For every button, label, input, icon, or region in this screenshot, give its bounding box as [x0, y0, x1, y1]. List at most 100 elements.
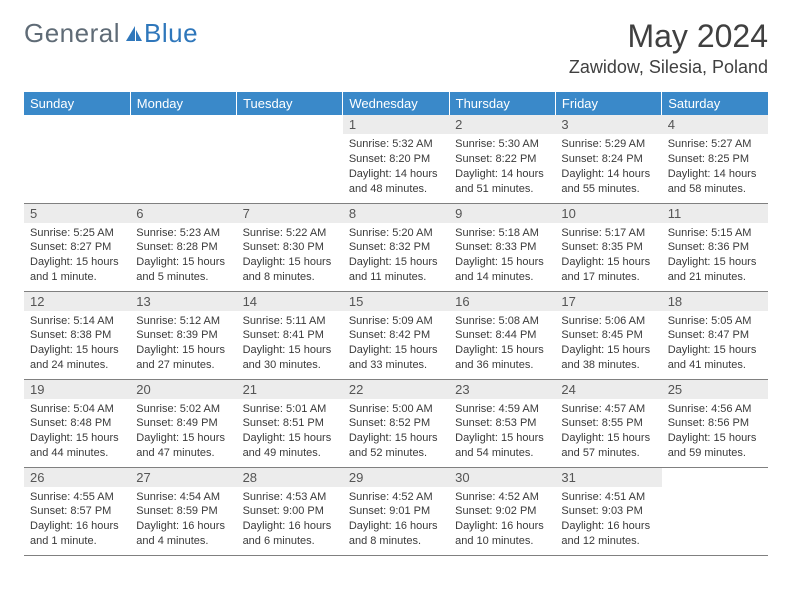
sunset: Sunset: 8:45 PM	[561, 328, 655, 343]
weekday-header: Wednesday	[343, 92, 449, 115]
daylight: Daylight: 14 hours and 48 minutes.	[349, 167, 443, 197]
day-details: Sunrise: 4:54 AMSunset: 8:59 PMDaylight:…	[130, 487, 236, 549]
calendar-cell: 19Sunrise: 5:04 AMSunset: 8:48 PMDayligh…	[24, 379, 130, 467]
day-details: Sunrise: 4:51 AMSunset: 9:03 PMDaylight:…	[555, 487, 661, 549]
daylight: Daylight: 15 hours and 14 minutes.	[455, 255, 549, 285]
sunset: Sunset: 8:52 PM	[349, 416, 443, 431]
day-number: 17	[555, 292, 661, 311]
calendar-cell: 31Sunrise: 4:51 AMSunset: 9:03 PMDayligh…	[555, 467, 661, 555]
day-number	[237, 115, 343, 134]
page-title: May 2024	[569, 18, 768, 55]
day-details: Sunrise: 5:30 AMSunset: 8:22 PMDaylight:…	[449, 134, 555, 196]
logo-text-b: Blue	[144, 18, 198, 49]
day-details: Sunrise: 5:05 AMSunset: 8:47 PMDaylight:…	[662, 311, 768, 373]
sunset: Sunset: 8:41 PM	[243, 328, 337, 343]
day-details: Sunrise: 5:17 AMSunset: 8:35 PMDaylight:…	[555, 223, 661, 285]
day-number: 8	[343, 204, 449, 223]
day-number: 26	[24, 468, 130, 487]
day-number: 12	[24, 292, 130, 311]
calendar-cell: 25Sunrise: 4:56 AMSunset: 8:56 PMDayligh…	[662, 379, 768, 467]
day-number: 10	[555, 204, 661, 223]
calendar-cell: 3Sunrise: 5:29 AMSunset: 8:24 PMDaylight…	[555, 115, 661, 203]
sunset: Sunset: 8:32 PM	[349, 240, 443, 255]
daylight: Daylight: 15 hours and 33 minutes.	[349, 343, 443, 373]
daylight: Daylight: 15 hours and 1 minute.	[30, 255, 124, 285]
calendar-cell: 7Sunrise: 5:22 AMSunset: 8:30 PMDaylight…	[237, 203, 343, 291]
sunset: Sunset: 9:00 PM	[243, 504, 337, 519]
calendar-cell: 18Sunrise: 5:05 AMSunset: 8:47 PMDayligh…	[662, 291, 768, 379]
sunset: Sunset: 8:42 PM	[349, 328, 443, 343]
sunrise: Sunrise: 4:52 AM	[455, 490, 549, 505]
calendar-cell: 26Sunrise: 4:55 AMSunset: 8:57 PMDayligh…	[24, 467, 130, 555]
calendar-row: 1Sunrise: 5:32 AMSunset: 8:20 PMDaylight…	[24, 115, 768, 203]
day-details: Sunrise: 4:55 AMSunset: 8:57 PMDaylight:…	[24, 487, 130, 549]
sunrise: Sunrise: 5:22 AM	[243, 226, 337, 241]
calendar-row: 19Sunrise: 5:04 AMSunset: 8:48 PMDayligh…	[24, 379, 768, 467]
calendar-cell: 16Sunrise: 5:08 AMSunset: 8:44 PMDayligh…	[449, 291, 555, 379]
sunrise: Sunrise: 5:00 AM	[349, 402, 443, 417]
day-details: Sunrise: 4:56 AMSunset: 8:56 PMDaylight:…	[662, 399, 768, 461]
day-number: 14	[237, 292, 343, 311]
day-number: 28	[237, 468, 343, 487]
day-details: Sunrise: 4:57 AMSunset: 8:55 PMDaylight:…	[555, 399, 661, 461]
day-number: 7	[237, 204, 343, 223]
daylight: Daylight: 15 hours and 41 minutes.	[668, 343, 762, 373]
day-number: 21	[237, 380, 343, 399]
daylight: Daylight: 16 hours and 10 minutes.	[455, 519, 549, 549]
daylight: Daylight: 15 hours and 49 minutes.	[243, 431, 337, 461]
calendar-cell: 24Sunrise: 4:57 AMSunset: 8:55 PMDayligh…	[555, 379, 661, 467]
sunset: Sunset: 8:57 PM	[30, 504, 124, 519]
day-number: 29	[343, 468, 449, 487]
sunrise: Sunrise: 5:01 AM	[243, 402, 337, 417]
calendar-cell: 13Sunrise: 5:12 AMSunset: 8:39 PMDayligh…	[130, 291, 236, 379]
calendar-cell: 17Sunrise: 5:06 AMSunset: 8:45 PMDayligh…	[555, 291, 661, 379]
daylight: Daylight: 16 hours and 6 minutes.	[243, 519, 337, 549]
day-number: 3	[555, 115, 661, 134]
calendar-cell: 10Sunrise: 5:17 AMSunset: 8:35 PMDayligh…	[555, 203, 661, 291]
day-number: 31	[555, 468, 661, 487]
day-number: 2	[449, 115, 555, 134]
sunrise: Sunrise: 4:59 AM	[455, 402, 549, 417]
calendar-table: Sunday Monday Tuesday Wednesday Thursday…	[24, 92, 768, 556]
sunrise: Sunrise: 5:11 AM	[243, 314, 337, 329]
sunrise: Sunrise: 5:27 AM	[668, 137, 762, 152]
sunrise: Sunrise: 4:55 AM	[30, 490, 124, 505]
day-details: Sunrise: 5:20 AMSunset: 8:32 PMDaylight:…	[343, 223, 449, 285]
day-number: 25	[662, 380, 768, 399]
day-number: 15	[343, 292, 449, 311]
daylight: Daylight: 15 hours and 36 minutes.	[455, 343, 549, 373]
sunrise: Sunrise: 4:57 AM	[561, 402, 655, 417]
calendar-cell: 21Sunrise: 5:01 AMSunset: 8:51 PMDayligh…	[237, 379, 343, 467]
daylight: Daylight: 15 hours and 57 minutes.	[561, 431, 655, 461]
daylight: Daylight: 16 hours and 12 minutes.	[561, 519, 655, 549]
sunrise: Sunrise: 5:25 AM	[30, 226, 124, 241]
calendar-cell: 11Sunrise: 5:15 AMSunset: 8:36 PMDayligh…	[662, 203, 768, 291]
sunset: Sunset: 8:49 PM	[136, 416, 230, 431]
day-details: Sunrise: 5:06 AMSunset: 8:45 PMDaylight:…	[555, 311, 661, 373]
sunset: Sunset: 9:01 PM	[349, 504, 443, 519]
day-details: Sunrise: 5:27 AMSunset: 8:25 PMDaylight:…	[662, 134, 768, 196]
day-details: Sunrise: 5:02 AMSunset: 8:49 PMDaylight:…	[130, 399, 236, 461]
sunrise: Sunrise: 5:17 AM	[561, 226, 655, 241]
logo-sail-icon	[124, 24, 144, 44]
daylight: Daylight: 16 hours and 8 minutes.	[349, 519, 443, 549]
daylight: Daylight: 15 hours and 17 minutes.	[561, 255, 655, 285]
day-details: Sunrise: 5:08 AMSunset: 8:44 PMDaylight:…	[449, 311, 555, 373]
title-block: May 2024 Zawidow, Silesia, Poland	[569, 18, 768, 78]
calendar-row: 5Sunrise: 5:25 AMSunset: 8:27 PMDaylight…	[24, 203, 768, 291]
day-number: 18	[662, 292, 768, 311]
sunset: Sunset: 8:33 PM	[455, 240, 549, 255]
sunset: Sunset: 8:48 PM	[30, 416, 124, 431]
sunset: Sunset: 9:03 PM	[561, 504, 655, 519]
sunrise: Sunrise: 5:02 AM	[136, 402, 230, 417]
sunrise: Sunrise: 4:54 AM	[136, 490, 230, 505]
sunrise: Sunrise: 5:06 AM	[561, 314, 655, 329]
calendar-cell: 22Sunrise: 5:00 AMSunset: 8:52 PMDayligh…	[343, 379, 449, 467]
day-details: Sunrise: 5:14 AMSunset: 8:38 PMDaylight:…	[24, 311, 130, 373]
sunset: Sunset: 8:36 PM	[668, 240, 762, 255]
daylight: Daylight: 15 hours and 24 minutes.	[30, 343, 124, 373]
sunrise: Sunrise: 4:51 AM	[561, 490, 655, 505]
sunset: Sunset: 8:38 PM	[30, 328, 124, 343]
day-details: Sunrise: 4:52 AMSunset: 9:02 PMDaylight:…	[449, 487, 555, 549]
calendar-cell	[24, 115, 130, 203]
